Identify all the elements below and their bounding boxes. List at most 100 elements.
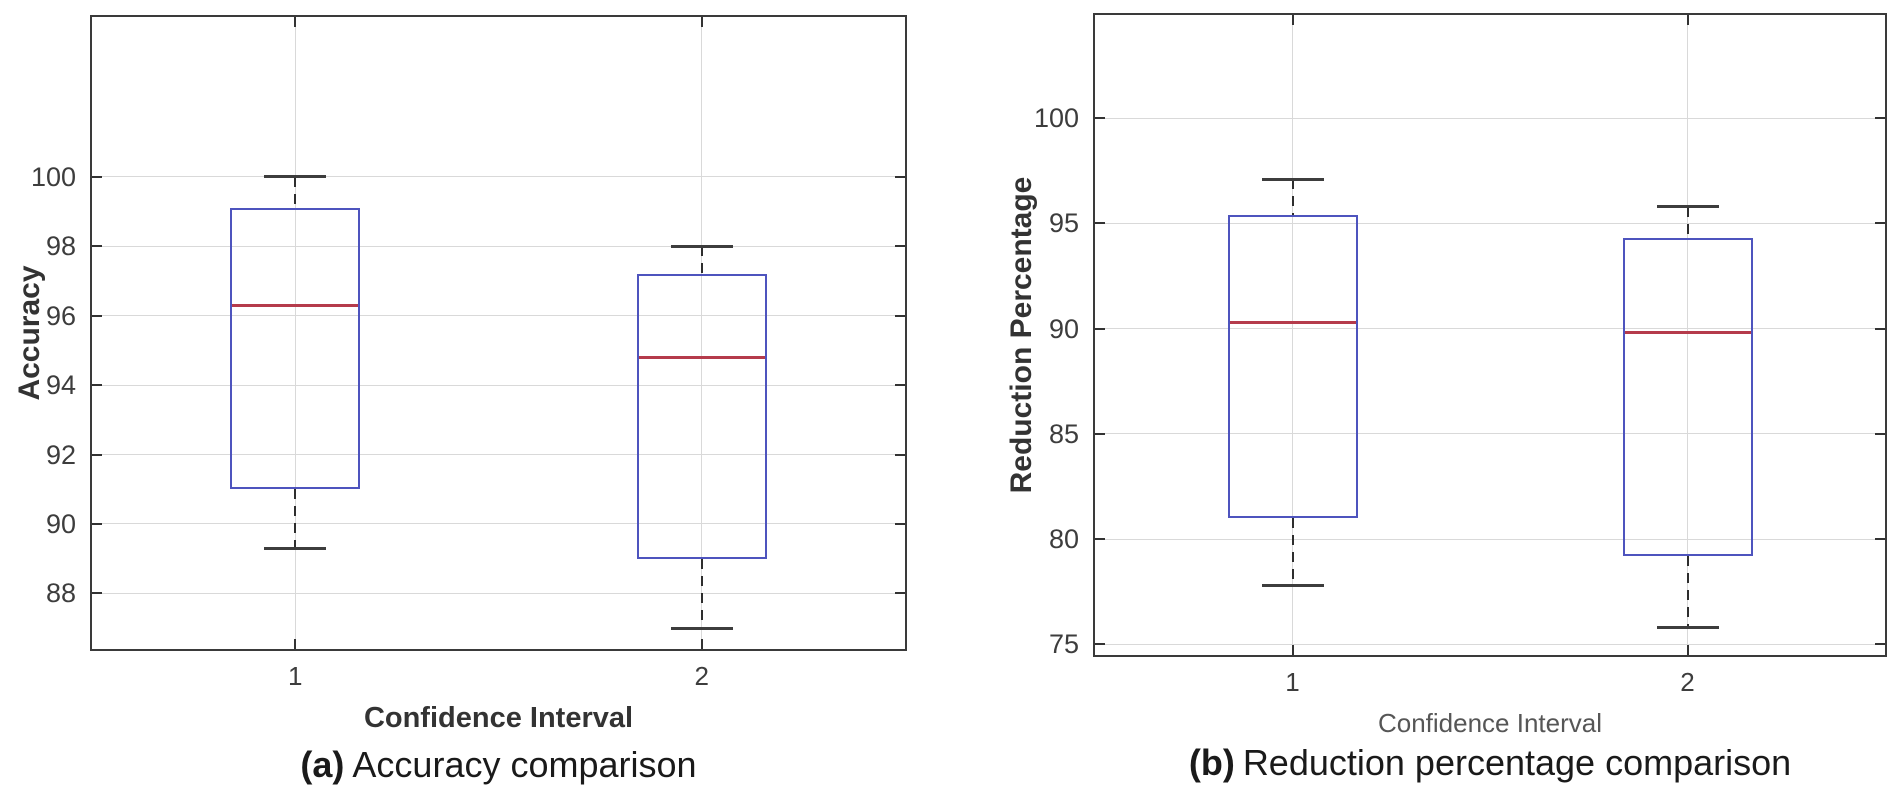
x-tick-label: 1 <box>288 661 303 691</box>
gridline-horizontal <box>92 523 905 525</box>
lower-whisker-cap <box>1261 584 1324 588</box>
gridline-horizontal <box>92 384 905 386</box>
upper-whisker <box>1291 179 1294 215</box>
y-tick-mark-right <box>1875 432 1885 435</box>
y-tick-label: 90 <box>45 508 76 539</box>
upper-whisker <box>700 246 703 274</box>
y-tick-label: 88 <box>45 578 76 609</box>
y-tick-mark <box>92 522 102 525</box>
box-category-1 <box>230 207 361 490</box>
gridline-horizontal <box>92 176 905 178</box>
gridline-vertical <box>701 17 703 649</box>
x-tick-mark-top <box>1291 15 1294 25</box>
y-tick-mark <box>1095 643 1105 646</box>
y-tick-label: 85 <box>1048 418 1079 449</box>
median-line-category-1 <box>1229 320 1356 324</box>
y-tick-mark-right <box>895 592 905 595</box>
lower-whisker <box>1686 556 1689 628</box>
plot-b-axes: 75 80 85 90 95 100 1 2 <box>1034 13 1887 697</box>
y-tick-label: 90 <box>1048 313 1079 344</box>
y-tick-mark <box>92 384 102 387</box>
x-tick-label: 2 <box>694 661 709 691</box>
x-tick-mark <box>294 639 297 649</box>
y-tick-label: 98 <box>45 231 76 262</box>
y-tick-mark <box>1095 432 1105 435</box>
gridline-vertical <box>1292 15 1293 655</box>
y-tick-mark <box>92 245 102 248</box>
y-tick-label: 95 <box>1048 208 1079 239</box>
gridline-horizontal <box>1095 328 1885 330</box>
median-line-category-2 <box>1624 331 1751 335</box>
gridline-horizontal <box>1095 222 1885 224</box>
y-tick-mark-right <box>1875 538 1885 541</box>
y-tick-mark <box>1095 222 1105 225</box>
y-tick-mark-right <box>895 245 905 248</box>
gridline-horizontal <box>1095 433 1885 435</box>
plot-b-x-axis-label: Confidence Interval <box>1377 708 1603 738</box>
y-tick-mark <box>92 314 102 317</box>
lower-whisker <box>700 558 703 629</box>
upper-whisker-cap <box>670 244 733 248</box>
y-tick-mark <box>1095 538 1105 541</box>
y-tick-mark-right <box>1875 327 1885 330</box>
upper-whisker <box>1686 206 1689 239</box>
plot-b-caption: (b) Reduction percentage comparison <box>1093 742 1887 784</box>
x-tick-label: 1 <box>1285 667 1300 697</box>
y-tick-mark-right <box>1875 643 1885 646</box>
x-tick-mark <box>1686 645 1689 655</box>
gridline-horizontal <box>92 245 905 247</box>
y-tick-mark-right <box>895 314 905 317</box>
gridline-horizontal <box>1095 538 1885 540</box>
upper-whisker-cap <box>264 175 327 179</box>
plot-a-x-axis-label: Confidence Interval <box>363 702 634 734</box>
gridline-vertical <box>1687 15 1688 655</box>
plot-a-caption: (a) Accuracy comparison <box>90 744 907 786</box>
upper-whisker <box>294 176 297 208</box>
y-tick-mark <box>92 175 102 178</box>
lower-whisker-cap <box>1656 626 1719 630</box>
plot-b-caption-text: Reduction percentage comparison <box>1242 742 1792 783</box>
gridline-vertical <box>294 17 296 649</box>
y-tick-mark-right <box>895 175 905 178</box>
y-tick-mark <box>92 592 102 595</box>
y-tick-label: 100 <box>1033 103 1079 134</box>
y-tick-mark <box>92 453 102 456</box>
y-tick-mark-right <box>895 522 905 525</box>
gridline-horizontal <box>1095 643 1885 645</box>
y-tick-label: 92 <box>45 439 76 470</box>
y-tick-label: 80 <box>1048 524 1079 555</box>
plot-a-axes: 88 90 92 94 96 98 100 1 2 <box>31 15 907 691</box>
median-line-category-1 <box>232 303 359 307</box>
gridline-horizontal <box>1095 117 1885 119</box>
lower-whisker <box>1291 518 1294 586</box>
box-category-1 <box>1227 215 1358 519</box>
lower-whisker-cap <box>264 546 327 550</box>
lower-whisker <box>294 489 297 549</box>
y-tick-label: 75 <box>1048 629 1079 660</box>
box-category-2 <box>636 273 767 559</box>
y-tick-mark-right <box>1875 117 1885 120</box>
plot-a-caption-prefix: (a) <box>300 744 345 785</box>
lower-whisker-cap <box>670 626 733 630</box>
x-tick-label: 2 <box>1680 667 1695 697</box>
x-tick-mark-top <box>1686 15 1689 25</box>
upper-whisker-cap <box>1261 177 1324 181</box>
y-tick-label: 100 <box>30 161 76 192</box>
plot-a-caption-text: Accuracy comparison <box>352 744 697 785</box>
median-line-category-2 <box>638 355 765 359</box>
gridline-horizontal <box>92 592 905 594</box>
x-tick-mark <box>1291 645 1294 655</box>
plot-b-caption-prefix: (b) <box>1188 742 1235 783</box>
upper-whisker-cap <box>1656 205 1719 209</box>
gridline-horizontal <box>92 315 905 317</box>
box-category-2 <box>1622 238 1753 557</box>
y-tick-label: 94 <box>45 370 76 401</box>
y-tick-mark-right <box>895 384 905 387</box>
y-tick-label: 96 <box>45 300 76 331</box>
y-tick-mark-right <box>895 453 905 456</box>
x-tick-mark-top <box>700 17 703 27</box>
y-tick-mark <box>1095 327 1105 330</box>
x-tick-mark <box>700 639 703 649</box>
y-tick-mark <box>1095 117 1105 120</box>
